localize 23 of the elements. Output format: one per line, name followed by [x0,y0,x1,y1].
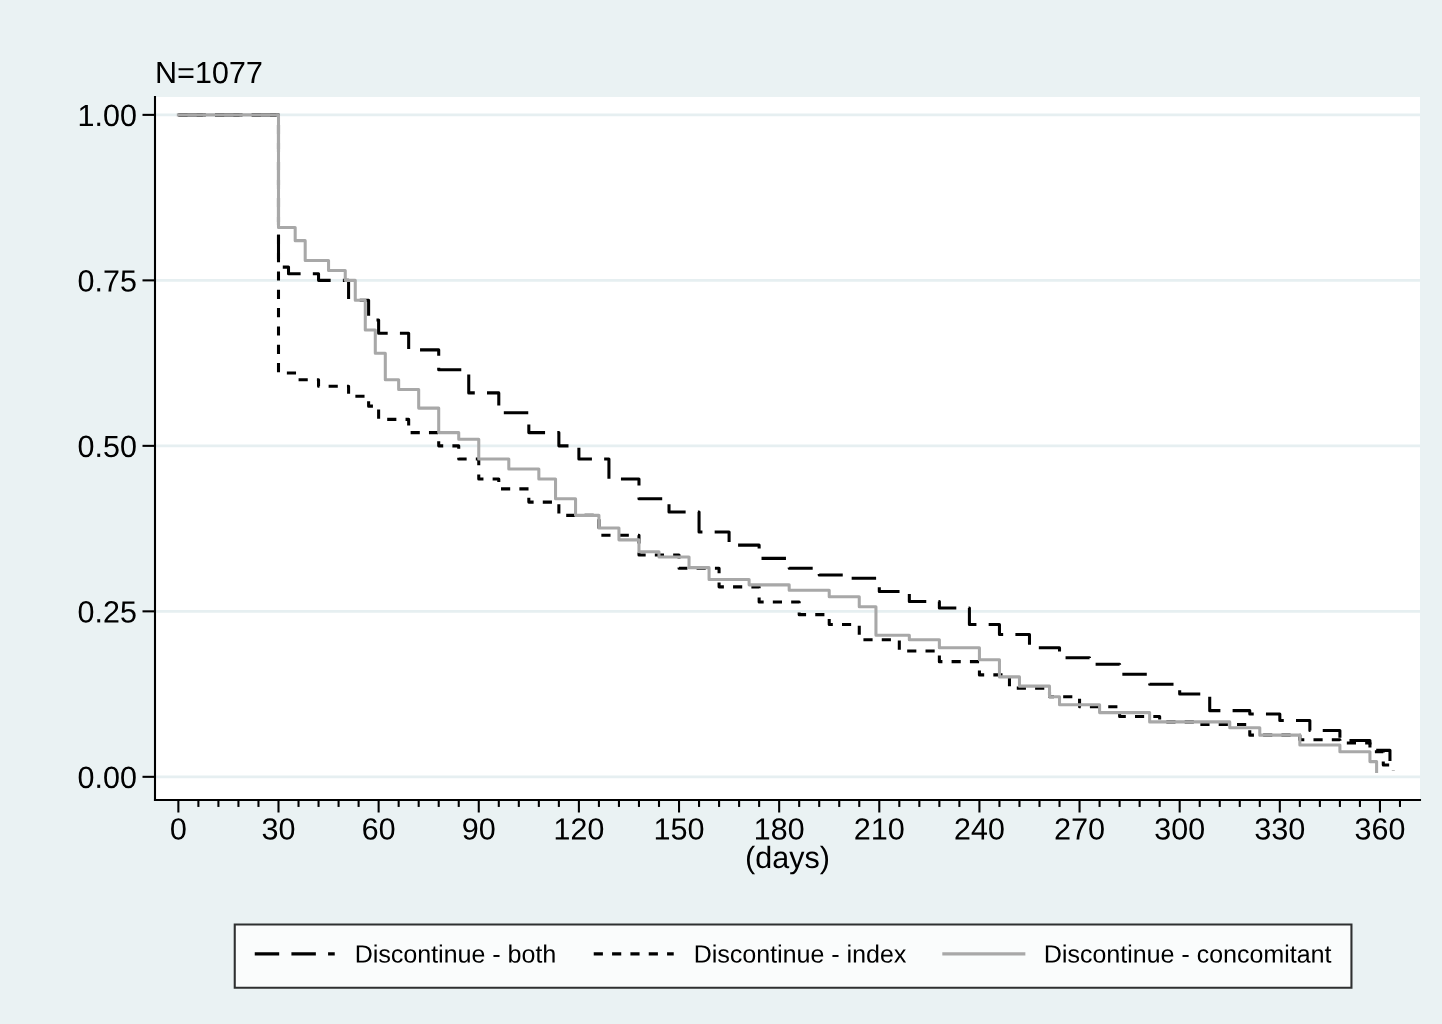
x-tick-label: 270 [1055,818,1104,840]
x-tick-label: 240 [955,818,1004,840]
x-tick-label: 300 [1155,818,1204,840]
y-tick-label: 0.25 [78,601,136,623]
x-tick-label: 120 [555,818,604,840]
y-tick-label: 0.75 [78,270,136,292]
x-tick-label: 210 [855,818,904,840]
legend-label: Discontinue - concomitant [1045,944,1332,963]
y-tick-label: 0.50 [78,435,136,458]
legend-label: Discontinue - index [695,944,907,963]
x-tick-label: 60 [363,818,395,840]
x-axis-title: (days) [746,845,829,875]
y-tick-label: 1.00 [79,104,136,127]
x-tick-label: 90 [463,818,495,840]
x-tick-label: 180 [756,818,804,840]
x-tick-label: 30 [262,818,295,840]
legend-label: Discontinue - both [356,944,555,963]
x-tick-label: 0 [171,818,186,840]
y-tick-label: 0.00 [78,766,136,789]
x-tick-label: 330 [1255,818,1305,840]
x-tick-label: 360 [1355,818,1405,840]
x-tick-label: 150 [655,818,704,840]
chart-title: N=1077 [157,61,262,84]
